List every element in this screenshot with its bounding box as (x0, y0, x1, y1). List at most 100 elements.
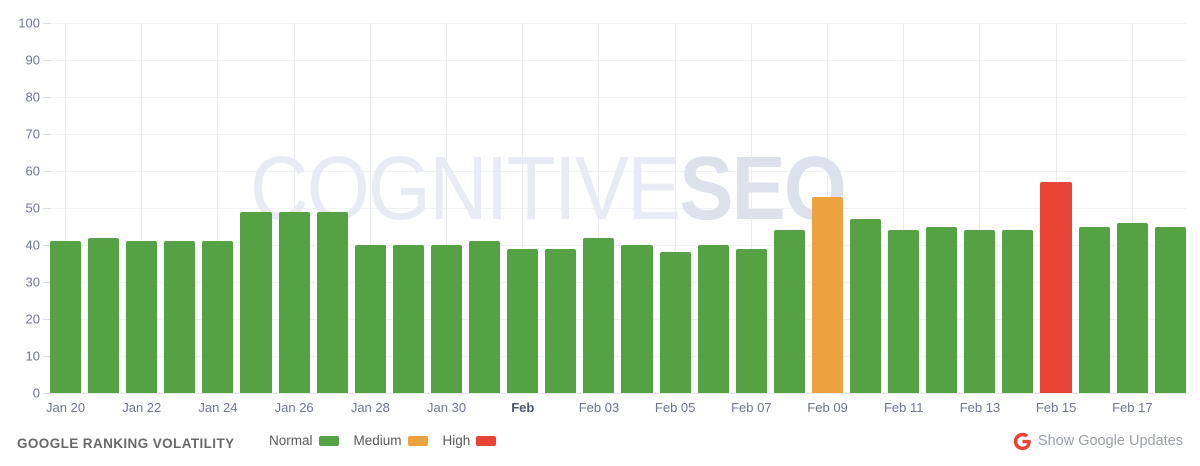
x-axis-label: Feb (511, 400, 535, 415)
gridline-horizontal (50, 60, 1186, 61)
x-axis-label: Jan 20 (46, 400, 86, 415)
bar-feb-01[interactable] (507, 248, 539, 393)
x-axis-label: Feb 15 (1035, 400, 1077, 415)
gridline-vertical (293, 23, 295, 393)
x-axis-label: Feb 11 (883, 400, 924, 415)
bar-jan-31[interactable] (469, 241, 501, 393)
bar-feb-05[interactable] (659, 252, 691, 393)
bar-jan-29[interactable] (392, 245, 424, 393)
bar-feb-06[interactable] (697, 245, 729, 393)
gridline-horizontal (50, 134, 1186, 135)
bar-feb-13[interactable] (964, 230, 996, 393)
chart-title: GOOGLE RANKING VOLATILITY (17, 436, 235, 451)
legend-swatch-normal (318, 435, 339, 446)
bar-feb-17[interactable] (1116, 222, 1148, 393)
bar-feb-18[interactable] (1154, 226, 1186, 393)
y-axis-tick (43, 97, 51, 98)
y-axis-label: 40 (25, 237, 40, 253)
x-axis-label: Jan 22 (122, 400, 162, 415)
gridline-horizontal (50, 393, 1186, 394)
x-axis-label: Feb 13 (959, 400, 1001, 415)
bar-feb-12[interactable] (926, 226, 958, 393)
x-axis-label: Feb 07 (731, 400, 772, 415)
bar-jan-23[interactable] (164, 241, 196, 393)
gridline-vertical (522, 23, 524, 393)
legend-item-high: High (443, 434, 497, 448)
gridline-horizontal (50, 319, 1186, 320)
y-axis-tick (43, 23, 51, 24)
bar-feb-11[interactable] (888, 230, 920, 393)
bar-feb-04[interactable] (621, 245, 653, 393)
plot-area (50, 23, 1186, 394)
y-axis-label: 60 (25, 163, 40, 179)
y-axis-tick (43, 171, 51, 172)
show-google-updates-label: Show Google Updates (1037, 433, 1183, 450)
legend-swatch-medium (407, 435, 428, 446)
gridline-horizontal (50, 356, 1186, 357)
bar-jan-25[interactable] (240, 211, 272, 393)
y-axis-label: 50 (25, 200, 40, 216)
bar-jan-21[interactable] (88, 237, 120, 393)
bars-container (50, 23, 1186, 393)
bar-feb-14[interactable] (1002, 230, 1034, 393)
x-axis-label: Jan 28 (350, 400, 390, 415)
google-g-icon (1013, 432, 1032, 451)
legend: Normal Medium High (269, 434, 497, 448)
y-axis-tick (43, 282, 51, 283)
y-axis-tick (43, 60, 51, 61)
gridline-vertical (1131, 23, 1133, 393)
gridline-horizontal (50, 171, 1186, 172)
bar-feb-07[interactable] (735, 248, 767, 393)
bar-feb-08[interactable] (773, 230, 805, 393)
gridline-vertical (750, 23, 752, 393)
gridline-horizontal (50, 23, 1186, 24)
bar-jan-24[interactable] (202, 241, 234, 393)
gridline-vertical (65, 23, 67, 393)
legend-item-normal: Normal (269, 434, 339, 448)
y-axis-tick (43, 356, 51, 357)
gridline-horizontal (50, 245, 1186, 246)
x-axis-label: Jan 30 (427, 400, 467, 415)
y-axis-tick (43, 319, 51, 320)
x-axis-label: Feb 09 (807, 400, 848, 415)
bar-feb-09[interactable] (811, 196, 843, 393)
bar-feb-15[interactable] (1040, 182, 1072, 393)
gridline-vertical (217, 23, 219, 393)
y-axis-tick (43, 245, 51, 246)
bar-feb-16[interactable] (1078, 226, 1110, 393)
bar-jan-26[interactable] (278, 211, 310, 393)
bar-feb-02[interactable] (545, 248, 577, 393)
y-axis-label: 100 (18, 15, 40, 31)
y-axis-label: 0 (32, 385, 40, 401)
bar-jan-28[interactable] (354, 245, 386, 393)
show-google-updates-button[interactable]: Show Google Updates (1013, 432, 1183, 451)
y-axis-tick (43, 393, 51, 394)
bar-jan-27[interactable] (316, 211, 348, 393)
y-axis-label: 70 (25, 126, 40, 142)
legend-label-normal: Normal (269, 433, 313, 448)
y-axis-label: 90 (25, 52, 40, 68)
y-axis-label: 20 (25, 311, 40, 327)
gridline-vertical (141, 23, 143, 393)
bar-feb-10[interactable] (849, 219, 882, 393)
legend-label-high: High (442, 433, 471, 448)
x-axis-label: Feb 17 (1112, 400, 1153, 415)
bar-jan-22[interactable] (126, 241, 158, 393)
gridline-vertical (903, 23, 905, 393)
gridline-vertical (598, 23, 600, 393)
gridline-horizontal (50, 282, 1186, 283)
y-axis-tick (43, 134, 51, 135)
y-axis-label: 10 (25, 348, 40, 364)
legend-item-medium: Medium (354, 434, 428, 448)
legend-label-medium: Medium (353, 433, 402, 448)
x-axis-label: Jan 24 (198, 400, 238, 415)
bar-feb-03[interactable] (583, 237, 615, 393)
legend-swatch-high (476, 435, 497, 446)
bar-jan-30[interactable] (430, 245, 463, 393)
bar-jan-20[interactable] (50, 241, 82, 393)
gridline-vertical (674, 23, 676, 393)
y-axis-label: 80 (25, 89, 40, 105)
x-axis-label: Feb 05 (654, 400, 696, 415)
y-axis-tick (43, 208, 51, 209)
